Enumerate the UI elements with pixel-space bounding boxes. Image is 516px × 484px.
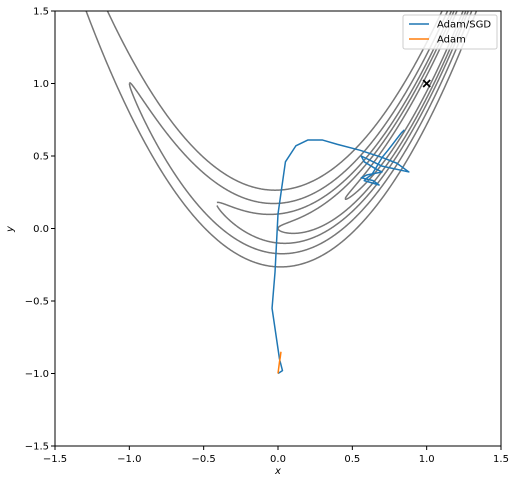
y-axis-label: y [5,225,16,233]
series-layer [271,129,410,375]
x-tick-label: −0.5 [192,454,216,465]
x-tick-label: 1.0 [419,454,435,465]
x-tick-label: −1.0 [117,454,141,465]
y-tick-label: −0.5 [25,297,49,308]
x-tick-label: 0.5 [344,454,360,465]
contour-line-1 [277,11,467,235]
x-tick-label: 0.0 [270,454,286,465]
y-axis: −1.5 −1.0 −0.5 0.0 0.5 1.0 1.5 [25,7,55,453]
y-tick-label: −1.5 [25,442,49,453]
series-line-0 [271,129,410,375]
y-tick-label: 1.5 [33,7,49,18]
y-tick-label: 0.5 [33,152,49,163]
x-tick-label: −1.5 [43,454,67,465]
contour-layer [85,11,478,268]
x-axis-label: x [274,466,281,477]
legend: Adam/SGD Adam [402,14,498,50]
contour-line-4 [85,11,478,268]
marker-layer [422,79,431,88]
y-tick-label: 0.0 [33,224,49,235]
x-tick-label: 1.5 [493,454,509,465]
legend-label: Adam/SGD [437,20,491,31]
contour-line-0 [344,11,464,201]
contour-line-2 [216,11,470,245]
y-tick-label: 1.0 [33,79,49,90]
series-line-1 [277,351,282,374]
contour-line-3 [128,11,473,255]
legend-label: Adam [437,35,466,46]
x-axis: −1.5 −1.0 −0.5 0.0 0.5 1.0 1.5 [43,446,509,465]
minimum-marker [422,79,431,88]
y-tick-label: −1.0 [25,369,49,380]
